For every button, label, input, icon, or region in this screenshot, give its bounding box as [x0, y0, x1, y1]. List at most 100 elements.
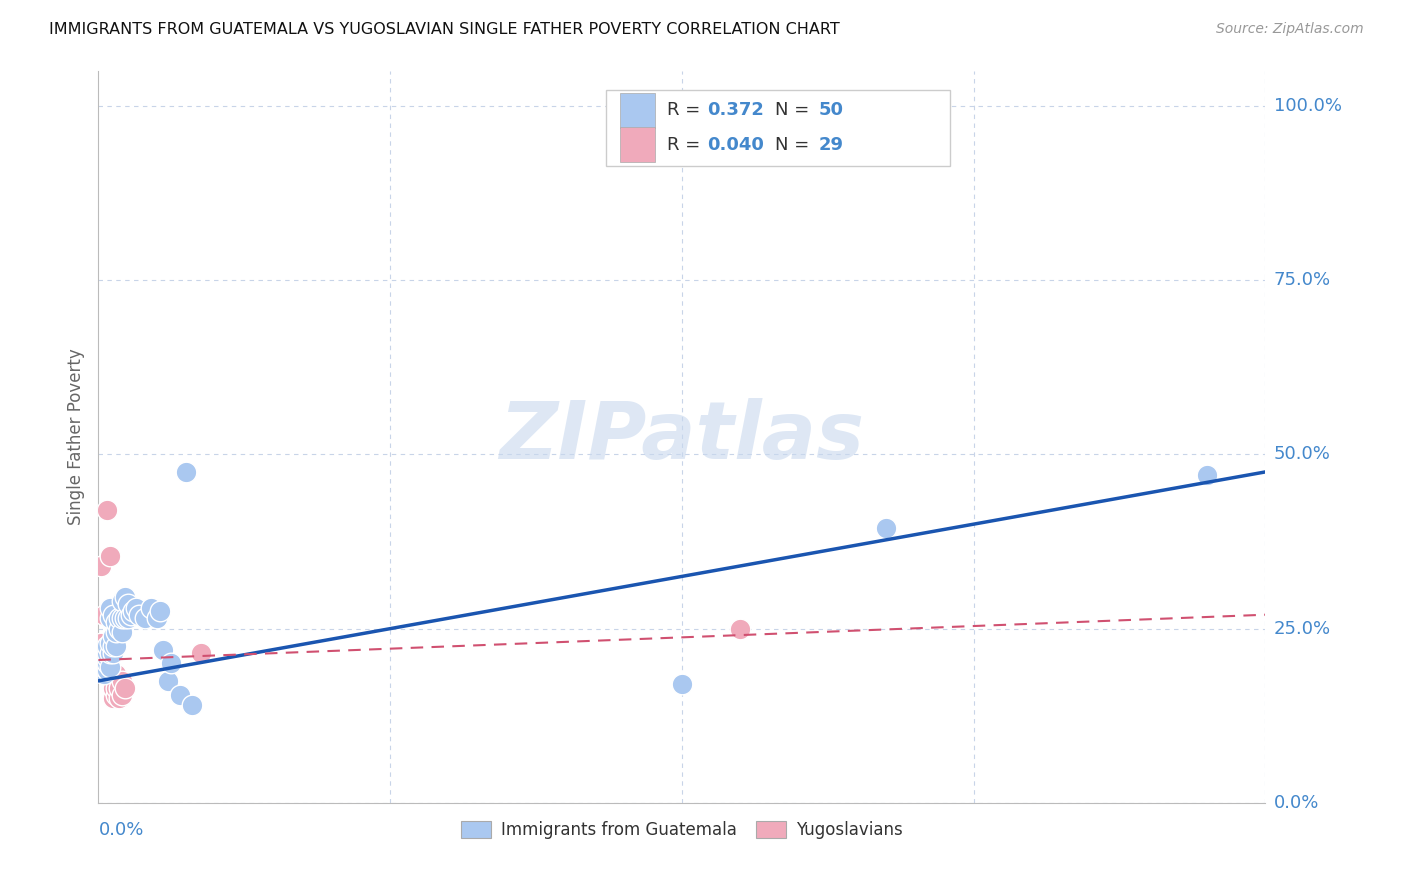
Point	[101, 646, 124, 660]
Point	[98, 635, 121, 649]
Point	[93, 660, 115, 674]
Point	[101, 642, 124, 657]
Point	[101, 667, 124, 681]
Point	[114, 591, 136, 605]
Point	[120, 607, 142, 622]
Point	[98, 660, 121, 674]
Point	[117, 611, 139, 625]
Y-axis label: Single Father Poverty: Single Father Poverty	[67, 349, 86, 525]
Point	[108, 681, 131, 695]
Point	[93, 667, 115, 681]
FancyBboxPatch shape	[620, 127, 655, 162]
Point	[96, 667, 118, 681]
Point	[111, 625, 134, 640]
Point	[104, 667, 127, 681]
Point	[149, 604, 172, 618]
Text: R =: R =	[666, 101, 706, 120]
Point	[104, 681, 127, 695]
Point	[101, 681, 124, 695]
Text: N =: N =	[775, 136, 815, 153]
Point	[98, 600, 121, 615]
Text: 100.0%: 100.0%	[1274, 97, 1341, 115]
Point	[671, 677, 693, 691]
Point	[98, 653, 121, 667]
Point	[96, 664, 118, 678]
Point	[101, 607, 124, 622]
Point	[101, 639, 124, 653]
Point	[108, 691, 131, 706]
Point	[104, 688, 127, 702]
Point	[108, 622, 131, 636]
Point	[93, 646, 115, 660]
Point	[101, 629, 124, 643]
Point	[111, 611, 134, 625]
Point	[101, 691, 124, 706]
Point	[114, 681, 136, 695]
FancyBboxPatch shape	[620, 93, 655, 128]
Point	[98, 611, 121, 625]
Text: 50.0%: 50.0%	[1274, 445, 1330, 464]
Point	[90, 660, 112, 674]
Text: 25.0%: 25.0%	[1274, 620, 1331, 638]
FancyBboxPatch shape	[606, 90, 950, 167]
Point	[104, 625, 127, 640]
Point	[90, 635, 112, 649]
Point	[93, 653, 115, 667]
Point	[174, 465, 197, 479]
Point	[157, 673, 180, 688]
Point	[128, 607, 150, 622]
Point	[111, 594, 134, 608]
Point	[152, 642, 174, 657]
Point	[111, 688, 134, 702]
Text: N =: N =	[775, 101, 815, 120]
Text: 0.0%: 0.0%	[98, 821, 143, 839]
Point	[96, 660, 118, 674]
Point	[96, 649, 118, 664]
Text: 75.0%: 75.0%	[1274, 271, 1331, 289]
Text: R =: R =	[666, 136, 706, 153]
Point	[875, 521, 897, 535]
Point	[104, 615, 127, 629]
Point	[93, 642, 115, 657]
Text: 0.372: 0.372	[707, 101, 765, 120]
Point	[139, 600, 162, 615]
Point	[134, 611, 156, 625]
Point	[114, 611, 136, 625]
Text: IMMIGRANTS FROM GUATEMALA VS YUGOSLAVIAN SINGLE FATHER POVERTY CORRELATION CHART: IMMIGRANTS FROM GUATEMALA VS YUGOSLAVIAN…	[49, 22, 839, 37]
Text: Source: ZipAtlas.com: Source: ZipAtlas.com	[1216, 22, 1364, 37]
Point	[180, 698, 202, 713]
Point	[90, 653, 112, 667]
Text: ZIPatlas: ZIPatlas	[499, 398, 865, 476]
Point	[122, 604, 145, 618]
Point	[93, 607, 115, 622]
Point	[160, 657, 183, 671]
Text: 0.0%: 0.0%	[1274, 794, 1319, 812]
Text: 0.040: 0.040	[707, 136, 765, 153]
Point	[98, 646, 121, 660]
Point	[190, 646, 212, 660]
Text: 50: 50	[818, 101, 844, 120]
Point	[93, 642, 115, 657]
Point	[96, 649, 118, 664]
Point	[90, 558, 112, 573]
Point	[96, 657, 118, 671]
Point	[98, 660, 121, 674]
Point	[169, 688, 191, 702]
Point	[93, 653, 115, 667]
Point	[1195, 468, 1218, 483]
Point	[104, 639, 127, 653]
Point	[125, 600, 148, 615]
Point	[108, 611, 131, 625]
Point	[96, 639, 118, 653]
Point	[146, 611, 169, 625]
Point	[96, 503, 118, 517]
Point	[117, 597, 139, 611]
Legend: Immigrants from Guatemala, Yugoslavians: Immigrants from Guatemala, Yugoslavians	[454, 814, 910, 846]
Point	[90, 646, 112, 660]
Point	[96, 646, 118, 660]
Point	[93, 660, 115, 674]
Text: 29: 29	[818, 136, 844, 153]
Point	[98, 549, 121, 563]
Point	[730, 622, 752, 636]
Point	[90, 660, 112, 674]
